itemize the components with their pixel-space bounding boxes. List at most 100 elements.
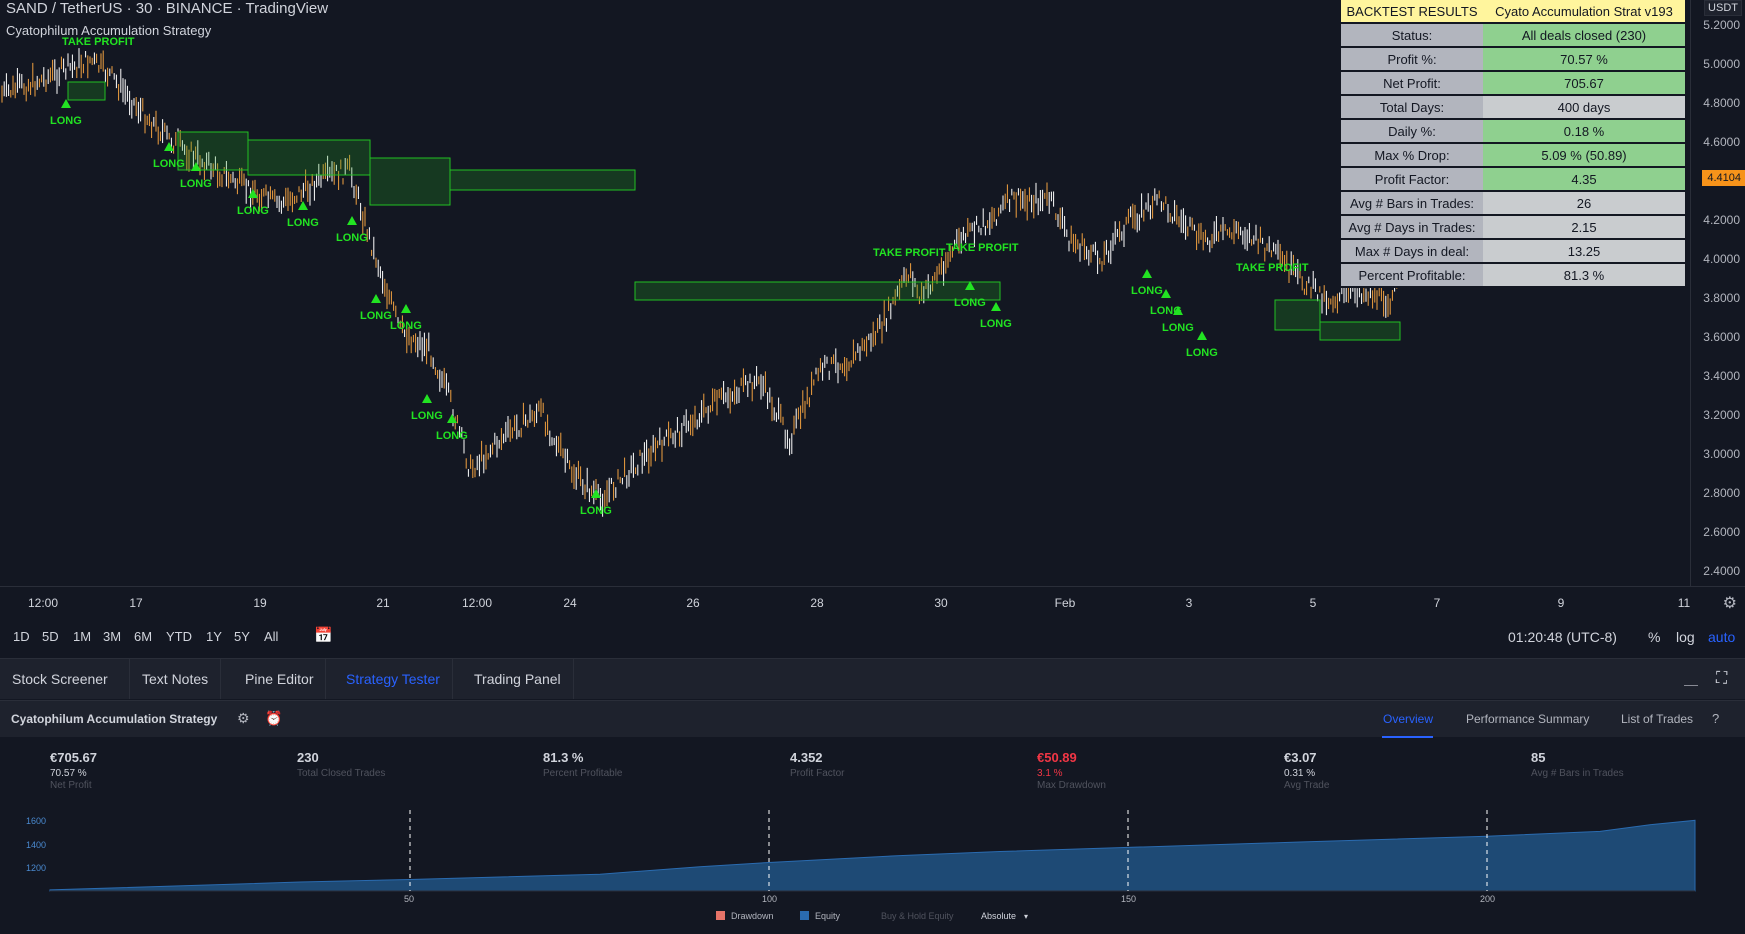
long-signal-label: LONG xyxy=(287,217,319,229)
bt-value: All deals closed (230) xyxy=(1483,23,1685,48)
time-tick: Feb xyxy=(1054,596,1076,610)
take-profit-label: TAKE PROFIT xyxy=(1236,262,1309,274)
price-tick: 3.2000 xyxy=(1703,408,1740,422)
price-tick: 3.6000 xyxy=(1703,330,1740,344)
bt-label: Profit Factor: xyxy=(1341,167,1483,192)
price-axis[interactable]: USDT 5.2000 5.0000 4.8000 4.6000 4.2000 … xyxy=(1690,0,1745,586)
accumulation-zone xyxy=(369,157,451,206)
long-arrow-icon xyxy=(248,189,258,198)
take-profit-label: TAKE PROFIT xyxy=(873,247,946,259)
time-tick: 19 xyxy=(253,596,267,610)
maximize-icon[interactable]: ⛶ xyxy=(1716,670,1728,687)
bt-value: 4.35 xyxy=(1483,167,1685,192)
accumulation-zone xyxy=(1274,299,1321,331)
long-arrow-icon xyxy=(61,99,71,108)
long-signal-label: LONG xyxy=(980,318,1012,330)
range-5d-button[interactable]: 5D xyxy=(42,629,59,644)
strategy-tester-header: Cyatophilum Accumulation Strategy ⚙ ⏰ Ov… xyxy=(0,700,1745,738)
stat-value: 230 xyxy=(297,750,319,765)
bt-value: 5.09 % (50.89) xyxy=(1483,143,1685,168)
range-1y-button[interactable]: 1Y xyxy=(206,629,222,644)
strategy-title: Cyatophilum Accumulation Strategy xyxy=(11,712,218,726)
bt-label: Avg # Days in Trades: xyxy=(1341,215,1483,240)
take-profit-label: TAKE PROFIT xyxy=(946,242,1019,254)
price-tick: 2.8000 xyxy=(1703,486,1740,500)
equity-x-tick: 100 xyxy=(762,894,777,904)
backtest-header-left: BACKTEST RESULTS xyxy=(1341,0,1483,24)
time-tick: 24 xyxy=(563,596,577,610)
equity-chart[interactable]: 1600 1400 1200 50 100 150 200 Drawdown E… xyxy=(0,800,1745,929)
stat-avg-bars-in-trades: 85 Avg # Bars in Trades xyxy=(1531,750,1624,779)
currency-label[interactable]: USDT xyxy=(1704,0,1742,16)
time-tick: 11 xyxy=(1677,596,1691,610)
last-price-label: 4.4104 xyxy=(1702,170,1745,186)
equity-x-tick: 200 xyxy=(1480,894,1495,904)
stat-sub: 70.57 % xyxy=(50,768,87,779)
study-title[interactable]: Cyatophilum Accumulation Strategy xyxy=(6,23,212,38)
accumulation-zone xyxy=(1319,321,1401,341)
auto-toggle[interactable]: auto xyxy=(1708,629,1736,645)
stat-label: Max Drawdown xyxy=(1037,780,1106,791)
clock-label[interactable]: 01:20:48 (UTC-8) xyxy=(1508,629,1617,645)
range-1m-button[interactable]: 1M xyxy=(73,629,92,644)
time-axis[interactable]: 12:00 17 19 21 12:00 24 26 28 30 Feb 3 5… xyxy=(0,586,1745,618)
drawdown-legend-label: Drawdown xyxy=(731,911,774,921)
long-arrow-icon xyxy=(1173,306,1183,315)
price-tick: 5.0000 xyxy=(1703,57,1740,71)
range-all-button[interactable]: All xyxy=(264,629,279,644)
tab-stock-screener[interactable]: Stock Screener ⌄ xyxy=(0,659,130,727)
long-arrow-icon xyxy=(1197,331,1207,340)
long-arrow-icon xyxy=(1142,269,1152,278)
accumulation-zone xyxy=(449,169,636,191)
price-tick: 4.8000 xyxy=(1703,96,1740,110)
tab-list-of-trades[interactable]: List of Trades xyxy=(1621,712,1694,726)
help-icon[interactable]: ? xyxy=(1712,711,1720,726)
long-arrow-icon xyxy=(347,216,357,225)
stat-profit-factor: 4.352 Profit Factor xyxy=(790,750,844,779)
range-ytd-button[interactable]: YTD xyxy=(166,629,192,644)
range-6m-button[interactable]: 6M xyxy=(134,629,153,644)
bt-label: Avg # Bars in Trades: xyxy=(1341,191,1483,216)
time-tick: 12:00 xyxy=(27,596,59,610)
long-arrow-icon xyxy=(401,304,411,313)
log-toggle[interactable]: log xyxy=(1676,629,1695,645)
strategy-stats: €705.67 70.57 % Net Profit 230 Total Clo… xyxy=(0,740,1745,800)
tab-label: Stock Screener xyxy=(12,671,108,687)
tab-performance-summary[interactable]: Performance Summary xyxy=(1466,712,1590,726)
settings-gear-icon[interactable]: ⚙ xyxy=(237,710,250,726)
bt-label: Max % Drop: xyxy=(1341,143,1483,168)
equity-x-tick: 150 xyxy=(1121,894,1136,904)
accumulation-zone xyxy=(634,281,1001,301)
price-chart[interactable]: SAND / TetherUS · 30 · BINANCE · Trading… xyxy=(0,0,1690,586)
bt-label: Percent Profitable: xyxy=(1341,263,1483,288)
minimize-icon[interactable]: ＿ xyxy=(1684,671,1698,687)
range-1d-button[interactable]: 1D xyxy=(13,629,30,644)
stat-avg-trade: €3.07 0.31 % Avg Trade xyxy=(1284,750,1329,791)
absolute-dropdown: Absolute xyxy=(981,911,1016,921)
alarm-icon[interactable]: ⏰ xyxy=(265,710,283,726)
tab-strategy-tester[interactable]: Strategy Tester xyxy=(334,659,453,699)
bt-label: Max # Days in deal: xyxy=(1341,239,1483,264)
long-signal-label: LONG xyxy=(237,205,269,217)
long-signal-label: LONG xyxy=(1186,347,1218,359)
tab-text-notes[interactable]: Text Notes xyxy=(130,659,222,699)
long-signal-label: LONG xyxy=(336,232,368,244)
equity-y-tick: 1200 xyxy=(26,863,46,873)
settings-gear-icon[interactable]: ⚙ xyxy=(1722,595,1737,612)
bottom-panel-tabs: Stock Screener ⌄ Text Notes Pine Editor … xyxy=(0,658,1745,727)
time-tick: 9 xyxy=(1557,596,1565,610)
tab-overview[interactable]: Overview xyxy=(1383,712,1434,726)
stat-value: 4.352 xyxy=(790,750,823,765)
equity-x-tick: 50 xyxy=(404,894,414,904)
go-to-date-icon[interactable]: 📅 xyxy=(314,627,333,644)
price-tick: 4.0000 xyxy=(1703,252,1740,266)
percent-toggle[interactable]: % xyxy=(1648,629,1661,645)
symbol-title[interactable]: SAND / TetherUS · 30 · BINANCE · Trading… xyxy=(6,0,329,17)
tab-pine-editor[interactable]: Pine Editor xyxy=(233,659,327,699)
tab-trading-panel[interactable]: Trading Panel xyxy=(462,659,574,699)
range-3m-button[interactable]: 3M xyxy=(103,629,122,644)
time-tick: 12:00 xyxy=(461,596,493,610)
time-tick: 30 xyxy=(934,596,948,610)
range-5y-button[interactable]: 5Y xyxy=(234,629,250,644)
long-signal-label: LONG xyxy=(411,410,443,422)
